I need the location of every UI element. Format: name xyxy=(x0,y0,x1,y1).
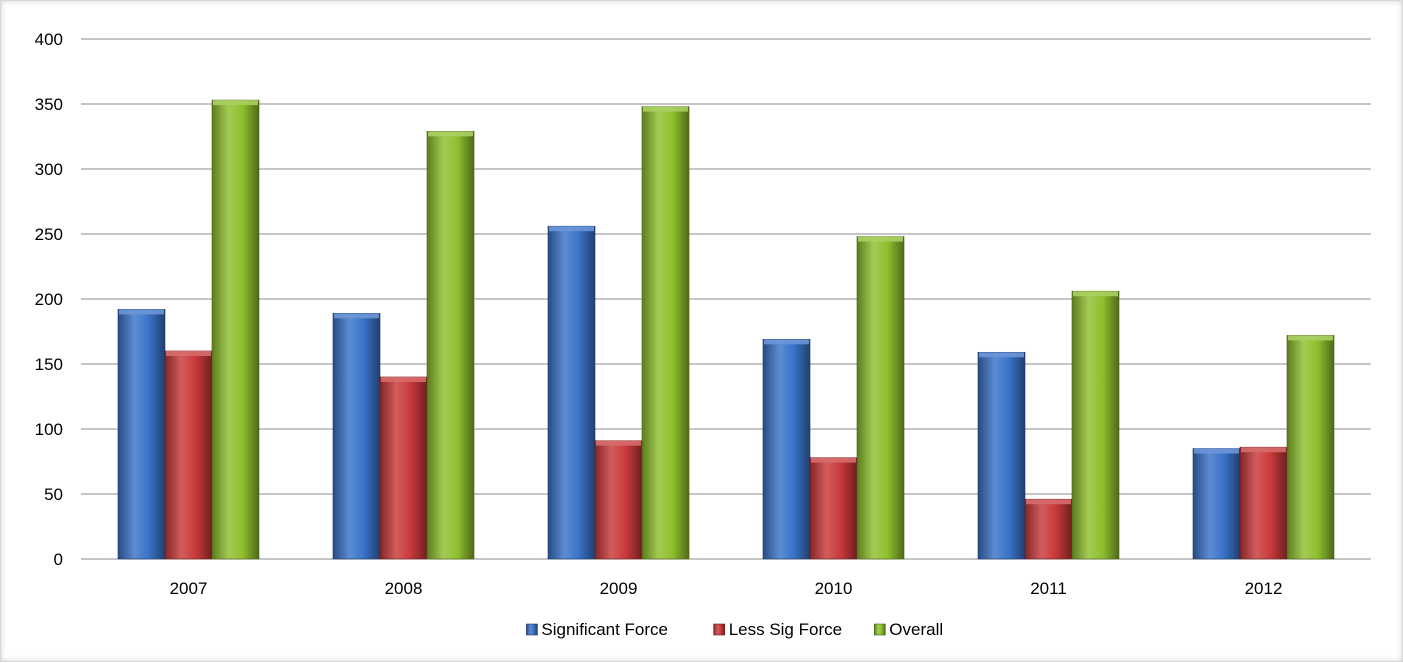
bar-cap-less-sig-force-2007 xyxy=(166,351,211,356)
bar-cap-less-sig-force-2011 xyxy=(1026,499,1071,505)
bar-cap-overall-2012 xyxy=(1288,335,1333,341)
bar-cap-significant-force-2012 xyxy=(1194,448,1239,454)
bar-significant-force-2010 xyxy=(762,338,811,560)
legend-label-overall: Overall xyxy=(889,620,943,639)
bars xyxy=(117,99,1335,560)
bar-overall-2007 xyxy=(211,99,260,560)
bar-less-sig-force-2009 xyxy=(594,440,643,560)
gridlines xyxy=(81,38,1371,560)
x-tick-label-2012: 2012 xyxy=(1245,579,1283,598)
x-tick-label-2010: 2010 xyxy=(815,579,853,598)
bar-less-sig-force-2007 xyxy=(164,350,213,560)
legend: Significant Force Less Sig Force Overall xyxy=(526,620,943,639)
bar-overall-2010 xyxy=(856,236,905,560)
bar-overall-2009 xyxy=(641,106,690,560)
x-tick-label-2007: 2007 xyxy=(170,579,208,598)
y-tick-label-0: 0 xyxy=(54,550,63,569)
x-tick-label-2011: 2011 xyxy=(1030,579,1067,598)
y-tick-label-350: 350 xyxy=(35,95,63,114)
bar-overall-2011 xyxy=(1071,290,1120,560)
legend-swatch-significant-force xyxy=(526,623,538,636)
bar-significant-force-2012 xyxy=(1192,448,1241,560)
bar-significant-force-2008 xyxy=(332,312,381,560)
bar-cap-significant-force-2010 xyxy=(764,339,809,345)
bar-significant-force-2007 xyxy=(117,309,166,560)
x-tick-label-2008: 2008 xyxy=(385,579,423,598)
bar-significant-force-2011 xyxy=(977,351,1026,560)
bar-cap-significant-force-2007 xyxy=(119,309,164,315)
y-tick-label-150: 150 xyxy=(35,355,63,374)
bar-cap-overall-2007 xyxy=(213,100,258,106)
bar-less-sig-force-2010 xyxy=(809,457,858,560)
bar-cap-significant-force-2011 xyxy=(979,352,1024,358)
bar-cap-significant-force-2008 xyxy=(334,313,379,319)
x-tick-label-2009: 2009 xyxy=(600,579,638,598)
legend-label-significant-force: Significant Force xyxy=(541,620,668,639)
x-axis-ticks: 2007 2008 2009 2010 2011 2012 xyxy=(170,579,1283,598)
bar-cap-less-sig-force-2009 xyxy=(596,440,641,446)
y-tick-label-100: 100 xyxy=(35,420,63,439)
bar-less-sig-force-2011 xyxy=(1024,498,1073,560)
y-tick-label-250: 250 xyxy=(35,225,63,244)
legend-swatch-overall xyxy=(873,623,886,636)
bar-cap-less-sig-force-2010 xyxy=(811,457,856,463)
bar-cap-overall-2008 xyxy=(428,131,473,137)
bar-cap-overall-2011 xyxy=(1073,291,1118,297)
bar-cap-less-sig-force-2012 xyxy=(1241,447,1286,453)
bar-significant-force-2009 xyxy=(547,225,596,560)
legend-label-less-sig-force: Less Sig Force xyxy=(729,620,842,639)
legend-swatch-less-sig-force xyxy=(713,623,726,636)
y-tick-label-200: 200 xyxy=(35,290,63,309)
bar-cap-overall-2009 xyxy=(643,106,688,112)
y-tick-label-50: 50 xyxy=(44,485,63,504)
y-tick-label-300: 300 xyxy=(35,160,63,179)
y-axis-ticks: 0 50 100 150 200 250 300 350 400 xyxy=(35,30,63,569)
bar-overall-2008 xyxy=(426,131,475,560)
bar-cap-significant-force-2009 xyxy=(549,226,594,232)
bar-less-sig-force-2012 xyxy=(1239,446,1288,560)
bar-overall-2012 xyxy=(1286,335,1335,560)
y-tick-label-400: 400 xyxy=(35,30,63,49)
bar-less-sig-force-2008 xyxy=(379,376,428,560)
bar-cap-less-sig-force-2008 xyxy=(381,377,426,382)
bar-cap-overall-2010 xyxy=(858,236,903,242)
